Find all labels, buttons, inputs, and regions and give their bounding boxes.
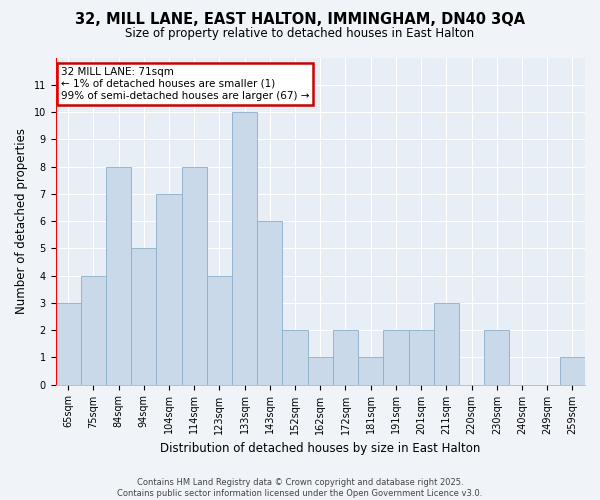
Bar: [207, 276, 232, 384]
Y-axis label: Number of detached properties: Number of detached properties: [15, 128, 28, 314]
Bar: [383, 330, 409, 384]
Text: Contains HM Land Registry data © Crown copyright and database right 2025.
Contai: Contains HM Land Registry data © Crown c…: [118, 478, 482, 498]
Bar: [358, 358, 383, 384]
Bar: [106, 166, 131, 384]
Bar: [283, 330, 308, 384]
Bar: [409, 330, 434, 384]
Bar: [308, 358, 333, 384]
Bar: [560, 358, 585, 384]
Bar: [157, 194, 182, 384]
Bar: [81, 276, 106, 384]
Bar: [131, 248, 157, 384]
Bar: [434, 303, 459, 384]
Bar: [56, 303, 81, 384]
Text: Size of property relative to detached houses in East Halton: Size of property relative to detached ho…: [125, 28, 475, 40]
X-axis label: Distribution of detached houses by size in East Halton: Distribution of detached houses by size …: [160, 442, 481, 455]
Bar: [257, 221, 283, 384]
Bar: [232, 112, 257, 384]
Text: 32, MILL LANE, EAST HALTON, IMMINGHAM, DN40 3QA: 32, MILL LANE, EAST HALTON, IMMINGHAM, D…: [75, 12, 525, 28]
Bar: [484, 330, 509, 384]
Text: 32 MILL LANE: 71sqm
← 1% of detached houses are smaller (1)
99% of semi-detached: 32 MILL LANE: 71sqm ← 1% of detached hou…: [61, 68, 310, 100]
Bar: [182, 166, 207, 384]
Bar: [333, 330, 358, 384]
